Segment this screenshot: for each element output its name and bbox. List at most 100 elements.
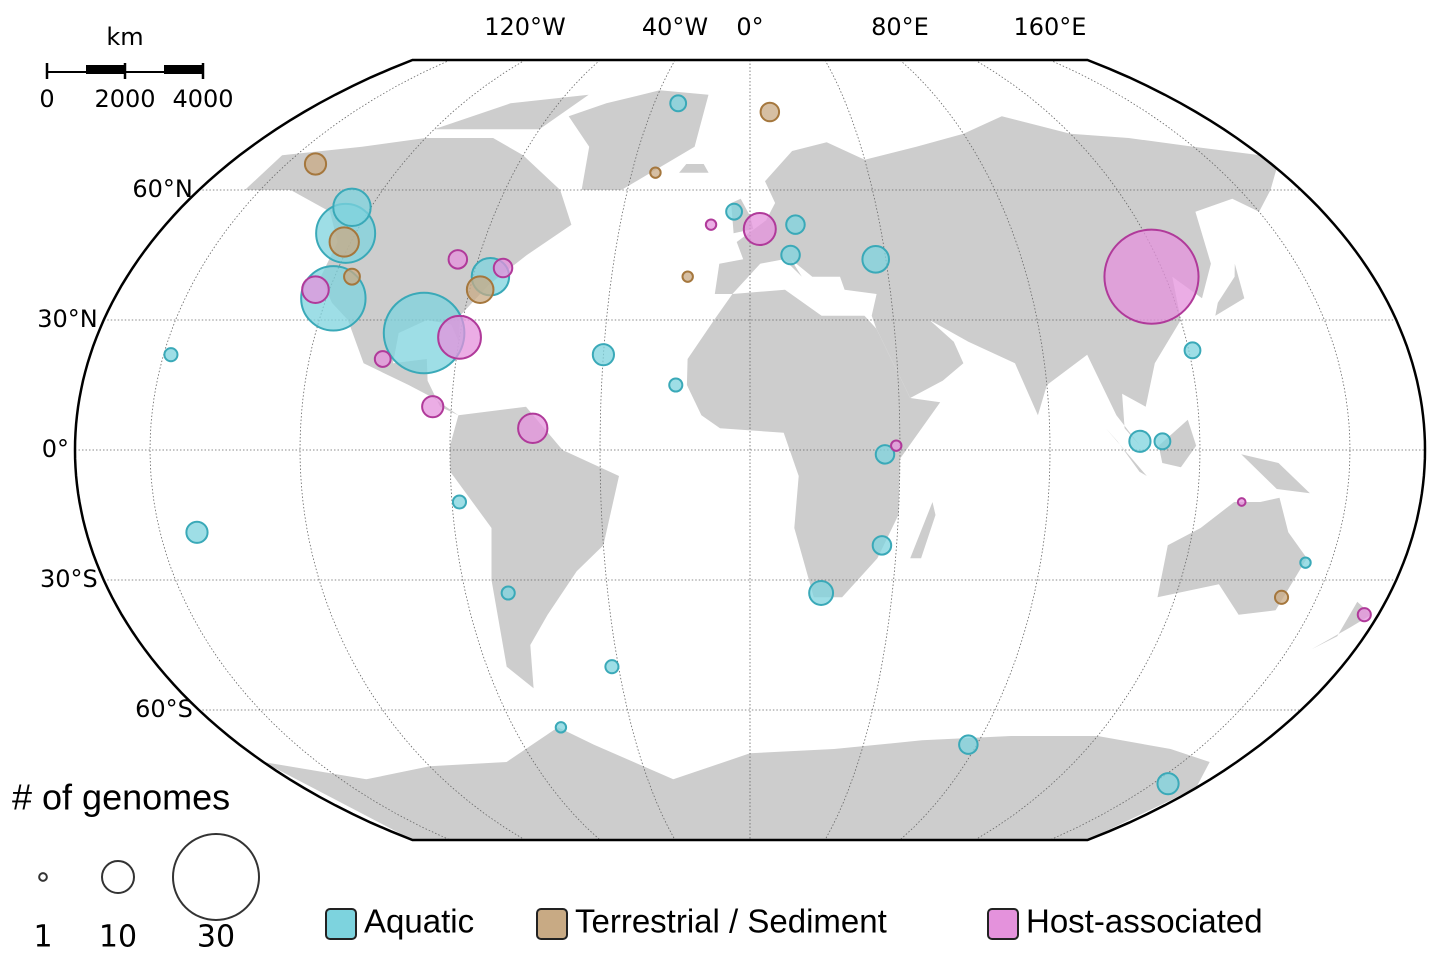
scale-label: 0 [39, 85, 54, 113]
meridian [899, 60, 1051, 840]
landmass [686, 289, 941, 598]
meridian [449, 60, 601, 840]
landmass [910, 502, 936, 559]
meridian [599, 60, 676, 840]
sample-bubble [604, 659, 620, 675]
scale-label: 4000 [172, 85, 233, 113]
landmass [1105, 428, 1147, 476]
landmass [568, 90, 709, 190]
sample-bubble [447, 249, 469, 270]
latitude-label: 30°N [37, 305, 98, 333]
annotations: 120°W 40°W 0° 80°E 160°E 60°N 30°N 0° 30°S 60°S km… [12, 13, 1263, 955]
scale-block [86, 65, 125, 74]
legend-swatch [536, 908, 568, 940]
sample-bubble [328, 226, 360, 258]
graticule [75, 60, 1425, 840]
sample-bubble [871, 535, 893, 556]
sample-bubble [890, 439, 903, 452]
scale-unit: km [106, 23, 143, 51]
sample-bubble [1183, 341, 1202, 360]
size-legend-label: 30 [197, 920, 235, 955]
sample-bubble [373, 350, 392, 368]
sample-bubble [649, 166, 662, 179]
landmass [1241, 454, 1310, 494]
sample-bubble [492, 257, 514, 279]
longitude-label: 0° [736, 13, 763, 41]
latitude-label: 60°S [135, 695, 193, 723]
sample-bubble [668, 377, 684, 393]
latitude-label: 30°S [40, 565, 98, 593]
sample-bubble [1128, 429, 1152, 453]
sample-bubble [1156, 772, 1180, 796]
sample-bubble [343, 267, 361, 286]
longitude-label: 120°W [484, 13, 566, 41]
sample-bubble [681, 270, 694, 283]
meridian [149, 60, 451, 840]
landmass [1157, 497, 1307, 615]
latitude-label: 0° [42, 435, 69, 463]
sample-bubble [874, 444, 896, 465]
sample-bubble [500, 585, 516, 601]
sample-bubble [421, 395, 445, 419]
size-legend-circle [101, 860, 135, 894]
map-frame [73, 58, 1427, 842]
sample-bubble [1299, 556, 1312, 569]
landmass [244, 138, 572, 416]
sample-bubble [591, 343, 615, 367]
sample-bubble [742, 212, 777, 246]
landmass [714, 116, 1277, 446]
legend-label: Aquatic [364, 903, 474, 940]
landmass [434, 94, 589, 130]
sample-bubble [301, 275, 330, 304]
longitude-label: 40°W [642, 13, 708, 41]
landmass [450, 406, 619, 689]
scale-label: 2000 [94, 85, 155, 113]
longitude-label: 160°E [1014, 13, 1087, 41]
sample-bubble [451, 494, 468, 510]
sample-bubble [808, 580, 835, 606]
sample-bubble [185, 520, 209, 544]
meridian [824, 60, 901, 840]
latitude-label: 60°N [132, 175, 193, 203]
sample-bubble [1153, 432, 1172, 451]
sample-bubble [465, 275, 495, 304]
land [244, 90, 1372, 840]
landmass [679, 164, 709, 173]
landmass [1215, 263, 1245, 316]
sample-bubble [780, 244, 801, 266]
sample-bubble [669, 94, 688, 113]
scale-block [164, 65, 203, 74]
sample-bubble [759, 101, 781, 123]
points [163, 94, 1372, 796]
landmass [1311, 601, 1372, 650]
sample-bubble [1236, 497, 1247, 507]
sample-bubble [1103, 228, 1200, 325]
landmass [1158, 419, 1197, 468]
sample-bubble [437, 314, 482, 360]
sample-bubble [704, 218, 718, 231]
sample-bubble [861, 245, 891, 274]
sample-bubble [554, 721, 568, 734]
legend-label: Host-associated [1026, 903, 1263, 940]
sample-bubble [1273, 589, 1290, 605]
legend-label: Terrestrial / Sediment [575, 903, 887, 940]
sample-bubble [517, 412, 549, 444]
sample-bubble [303, 152, 328, 176]
legend-swatch [325, 908, 357, 940]
legend-swatch [987, 908, 1019, 940]
sample-bubble [1356, 607, 1372, 623]
size-legend-label: 1 [33, 920, 52, 955]
sample-bubble [785, 214, 806, 235]
meridian [1049, 60, 1351, 840]
size-legend-circle [38, 872, 48, 882]
size-legend-title: # of genomes [12, 777, 230, 818]
size-legend-label: 10 [99, 920, 137, 955]
sample-bubble [958, 734, 979, 755]
longitude-label: 80°E [871, 13, 929, 41]
sample-bubble [332, 187, 372, 228]
sample-bubble [725, 202, 743, 221]
landmass [263, 727, 1210, 840]
size-legend-circle [172, 833, 260, 921]
sample-bubble [163, 347, 179, 363]
